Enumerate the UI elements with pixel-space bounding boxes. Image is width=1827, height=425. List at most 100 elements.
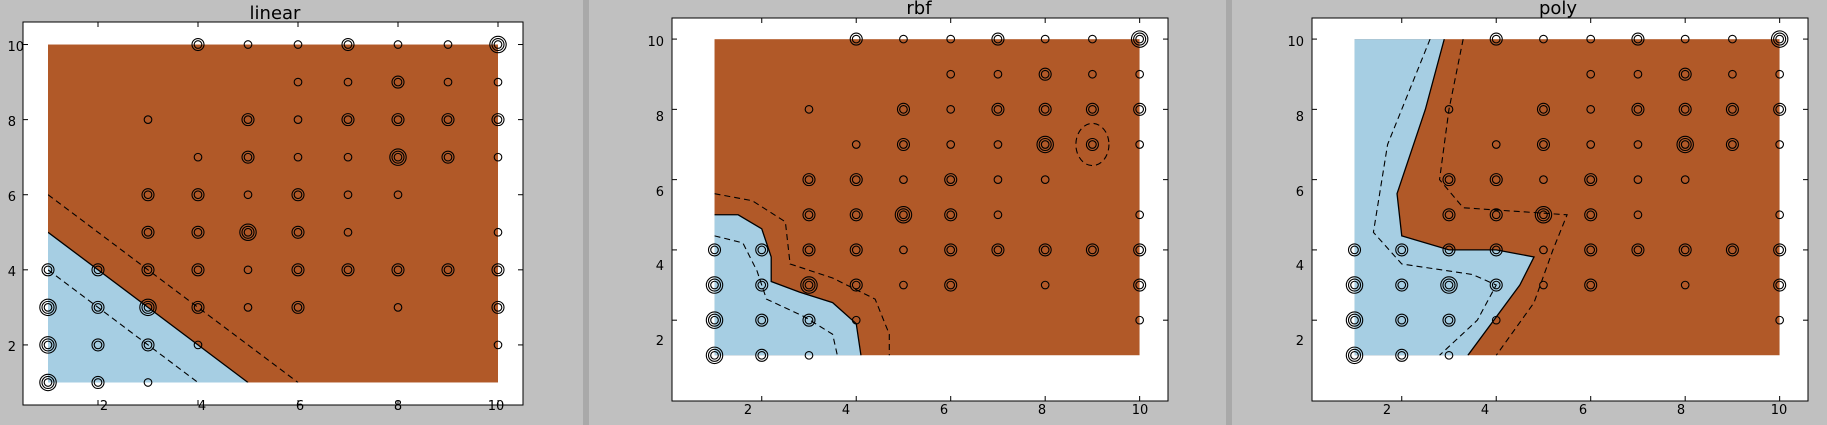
data-point-ring [1536, 102, 1551, 116]
data-point [1040, 34, 1050, 44]
data-point-ring [1725, 137, 1739, 152]
data-point-ring [39, 336, 57, 354]
data-point-ring [1489, 32, 1503, 46]
data-point [1395, 313, 1409, 327]
data-point-ring [1085, 102, 1099, 116]
data-point [193, 152, 203, 162]
data-point [91, 300, 105, 314]
x-tick-label: 8 [394, 399, 402, 414]
data-point-ring [944, 278, 958, 292]
data-point-ring [1444, 105, 1454, 114]
data-point [1442, 243, 1456, 257]
data-point-ring [1442, 313, 1456, 327]
data-point-ring [41, 338, 55, 352]
data-point-ring [1680, 175, 1690, 184]
data-point-ring [1088, 245, 1097, 255]
data-point-ring [1489, 243, 1503, 257]
panel-rbf: rbf 2 4 6 8 10 2 4 6 8 10 [647, 0, 1169, 418]
y-tick-label: 6 [656, 185, 664, 200]
data-point-ring [391, 75, 405, 89]
data-point-ring [946, 140, 956, 149]
y-tick-label: 2 [8, 340, 16, 355]
data-point-ring [493, 340, 503, 350]
data-point-ring [291, 188, 305, 202]
x-tick-label: 4 [1481, 403, 1489, 418]
data-point-ring [293, 40, 303, 49]
data-point-ring [143, 115, 153, 124]
data-point-ring [1038, 102, 1052, 116]
data-point-ring [143, 190, 153, 200]
data-point-ring [946, 34, 956, 44]
data-point-ring [946, 175, 956, 184]
data-point [851, 140, 861, 149]
data-point-ring [443, 115, 453, 124]
data-point-ring [946, 69, 956, 79]
data-point-ring [899, 280, 908, 290]
data-point [1680, 175, 1690, 184]
data-point-ring [1773, 32, 1787, 46]
data-point [1038, 67, 1052, 81]
window-divider[interactable] [583, 0, 589, 425]
data-point [849, 208, 863, 222]
data-point-ring [1088, 69, 1097, 79]
data-point-ring [1680, 34, 1690, 44]
data-point [243, 265, 253, 275]
data-point-ring [1350, 245, 1359, 255]
data-point-ring [1775, 245, 1785, 255]
data-point-ring [993, 34, 1003, 44]
data-point-ring [1444, 315, 1454, 325]
data-point-ring [1728, 245, 1737, 255]
margin-line [48, 269, 199, 383]
data-point-ring [241, 225, 255, 239]
data-point [393, 303, 403, 312]
data-point [946, 105, 956, 114]
panel-poly: poly 2 4 6 8 10 2 4 6 8 10 [1287, 0, 1809, 418]
data-point [1442, 173, 1456, 187]
data-point-ring [493, 227, 503, 237]
data-point [1135, 140, 1145, 149]
data-point [241, 150, 255, 164]
data-point [141, 263, 155, 277]
data-point-ring [1728, 105, 1737, 114]
data-point-ring [944, 173, 958, 187]
data-point [293, 152, 303, 162]
data-point-ring [193, 265, 203, 275]
plot-area [22, 21, 524, 406]
data-point-ring [191, 37, 205, 52]
data-point-ring [1135, 245, 1145, 255]
data-point [1395, 278, 1409, 292]
data-point [1725, 102, 1739, 116]
data-point [1773, 102, 1787, 116]
data-point-ring [1135, 280, 1145, 290]
data-point-ring [293, 115, 303, 124]
data-point-ring [804, 280, 814, 290]
data-point [243, 303, 253, 312]
data-point-ring [804, 245, 814, 255]
data-point-ring [944, 208, 958, 222]
data-point-ring [1586, 280, 1596, 290]
data-point [1135, 69, 1145, 79]
data-point [705, 311, 724, 329]
data-point [191, 263, 205, 277]
data-point-ring [1491, 280, 1501, 290]
window-divider[interactable] [1226, 0, 1232, 425]
data-point-ring [1539, 140, 1548, 149]
data-point [493, 77, 503, 87]
data-point [39, 336, 57, 354]
data-point-ring [1397, 315, 1407, 325]
data-point [804, 350, 814, 360]
data-point [191, 37, 205, 52]
decision-surface [714, 39, 1140, 356]
data-point-ring [1680, 140, 1690, 149]
data-point-ring [39, 298, 57, 317]
data-point [443, 77, 453, 87]
data-point-ring [1397, 350, 1407, 360]
data-point-ring [443, 40, 453, 49]
data-point-ring [489, 35, 507, 54]
data-point-ring [1350, 315, 1359, 325]
data-point-ring [1770, 30, 1789, 48]
data-point [1586, 105, 1596, 114]
data-point-ring [1775, 315, 1785, 325]
data-point-ring [1773, 278, 1787, 292]
data-point-ring [993, 105, 1003, 114]
